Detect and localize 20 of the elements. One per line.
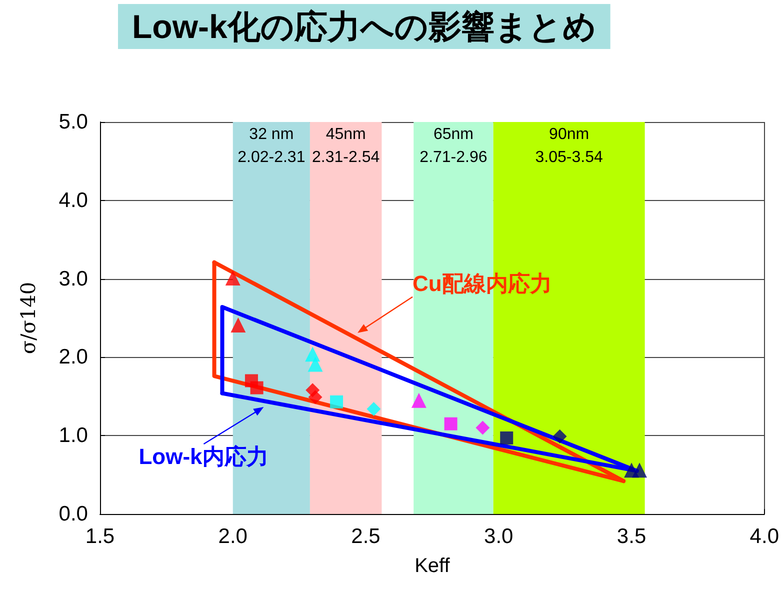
x-tick-label: 1.5 <box>85 525 115 548</box>
x-tick-label: 4.0 <box>750 525 780 548</box>
band-label: 32 nm 2.02-2.31 <box>238 126 306 166</box>
band-label: 45nm 2.31-2.54 <box>312 126 380 166</box>
x-tick-label: 3.0 <box>484 525 514 548</box>
y-tick-label: 1.0 <box>58 424 88 448</box>
y-tick-label: 0.0 <box>58 502 88 526</box>
chart-title: Low-k化の応力への影響まとめ <box>132 8 596 45</box>
x-axis-title: Keff <box>414 555 450 577</box>
x-tick-label: 2.0 <box>218 525 248 548</box>
y-tick-label: 3.0 <box>58 267 88 290</box>
x-tick-label: 2.5 <box>351 525 380 548</box>
y-axis-title: σ/σ140 <box>16 282 40 354</box>
y-tick-label: 4.0 <box>58 188 88 212</box>
band-label: 90nm 3.05-3.54 <box>535 126 603 166</box>
y-tick-label: 5.0 <box>58 110 88 134</box>
legend-label: Low-k内応力 <box>138 444 268 470</box>
x-tick-label: 3.5 <box>616 525 646 548</box>
band-label: 65nm 2.71-2.96 <box>420 126 488 166</box>
y-tick-label: 2.0 <box>58 346 88 369</box>
